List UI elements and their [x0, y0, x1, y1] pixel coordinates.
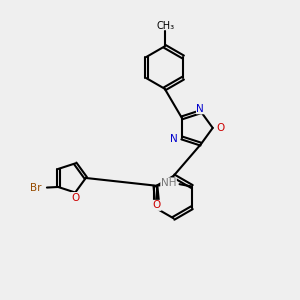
- Text: N: N: [196, 104, 204, 114]
- Text: O: O: [153, 200, 161, 210]
- Text: N: N: [170, 134, 178, 144]
- Text: CH₃: CH₃: [156, 21, 174, 31]
- Text: O: O: [217, 123, 225, 133]
- Text: NH: NH: [161, 178, 176, 188]
- Text: Br: Br: [30, 183, 42, 193]
- Text: O: O: [71, 193, 80, 202]
